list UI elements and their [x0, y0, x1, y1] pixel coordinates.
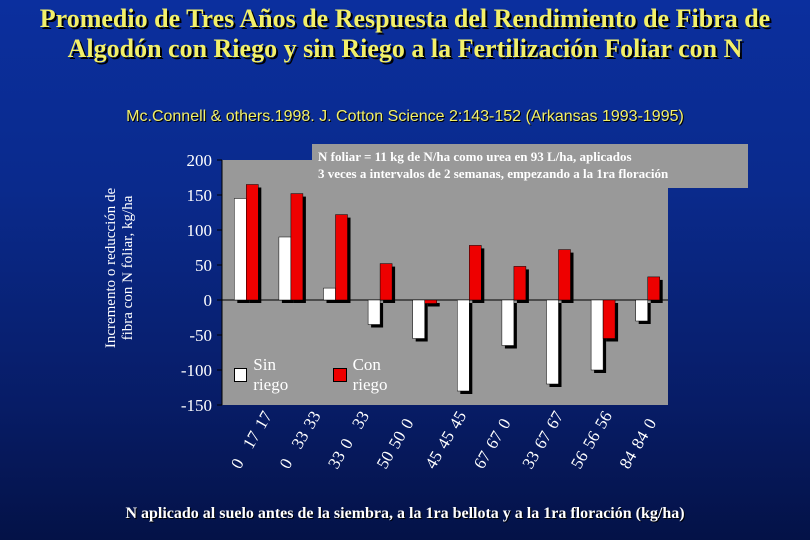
x-tick-label: 17	[251, 407, 276, 432]
chart-title: Promedio de Tres Años de Respuesta del R…	[39, 4, 771, 63]
x-tick-label: 0	[640, 415, 661, 432]
bar-con-riego	[513, 266, 527, 301]
bar-sin-riego	[412, 299, 425, 339]
bar-con-riego	[290, 193, 304, 301]
x-tick-label: 45	[445, 408, 470, 432]
x-tick-label: 50	[373, 448, 398, 472]
bar-con-riego	[602, 299, 616, 339]
legend-label-sin-riego: Sin riego	[253, 355, 289, 394]
legend-swatch-con-riego	[333, 368, 347, 382]
x-tick-label: 67	[530, 427, 555, 452]
chart-subtitle: Mc.Connell & others.1998. J. Cotton Scie…	[126, 108, 684, 125]
x-tick-label: 17	[239, 427, 264, 452]
bar-sin-riego	[457, 299, 470, 392]
x-tick-label: 0	[276, 455, 297, 472]
bar-con-riego	[246, 184, 259, 301]
x-tick-label: 0	[227, 455, 248, 472]
x-tick-label: 0	[397, 415, 418, 432]
x-tick-label: 56	[579, 428, 604, 452]
chart-legend: Sin riego Con riego	[226, 355, 438, 394]
x-tick-label: 33	[324, 448, 349, 472]
x-tick-label: 45	[421, 448, 446, 472]
note-line-2: 3 veces a intervalos de 2 semanas, empez…	[318, 166, 669, 181]
legend-swatch-sin-riego	[234, 368, 248, 382]
x-tick-label: 50	[385, 428, 410, 452]
legend-label-con-riego: Con riego	[352, 355, 388, 394]
bar-sin-riego	[278, 236, 292, 301]
x-tick-label: 33	[518, 448, 543, 472]
bar-shadow	[427, 303, 440, 307]
x-tick-label: 0	[494, 415, 515, 432]
x-tick-label: 0	[336, 435, 357, 452]
bar-sin-riego	[635, 299, 648, 322]
y-tick-label: 50	[195, 256, 212, 275]
x-tick-label: 67	[470, 447, 495, 472]
y-tick-label: 100	[187, 221, 213, 240]
y-tick-label: 200	[187, 151, 213, 170]
x-tick-label: 84	[616, 447, 641, 472]
x-tick-label: 33	[348, 408, 373, 432]
x-tick-label: 56	[567, 448, 592, 472]
bar-con-riego	[335, 214, 348, 301]
y-tick-label: 0	[204, 291, 213, 310]
bar-con-riego	[424, 299, 437, 304]
y-tick-label: -150	[181, 396, 212, 415]
bar-con-riego	[469, 245, 482, 301]
legend-item-sin-riego: Sin riego	[234, 355, 311, 395]
x-tick-label: 33	[288, 428, 313, 452]
x-axis-label: N aplicado al suelo antes de la siembra,…	[125, 505, 685, 522]
bar-sin-riego	[590, 299, 604, 371]
bar-con-riego	[379, 263, 393, 301]
y-tick-label: -100	[181, 361, 212, 380]
y-tick-label: 150	[187, 186, 213, 205]
x-tick-label: 67	[482, 427, 507, 452]
bar-sin-riego	[234, 198, 247, 301]
note-line-1: N foliar = 11 kg de N/ha como urea en 93…	[318, 149, 632, 164]
x-tick-label: 84	[628, 427, 653, 452]
bar-sin-riego	[323, 287, 336, 301]
x-tick-label: 45	[433, 428, 458, 452]
x-tick-label: 56	[591, 408, 616, 432]
chart-note: N foliar = 11 kg de N/ha como urea en 93…	[312, 144, 748, 188]
bar-sin-riego	[546, 299, 559, 385]
bar-sin-riego	[501, 299, 515, 346]
bar-con-riego	[558, 249, 571, 301]
x-tick-label: 67	[542, 407, 567, 432]
bar-sin-riego	[367, 299, 381, 325]
legend-item-con-riego: Con riego	[333, 355, 416, 395]
bar-con-riego	[647, 276, 660, 301]
y-tick-label: -50	[189, 326, 212, 345]
x-tick-label: 33	[300, 408, 325, 432]
